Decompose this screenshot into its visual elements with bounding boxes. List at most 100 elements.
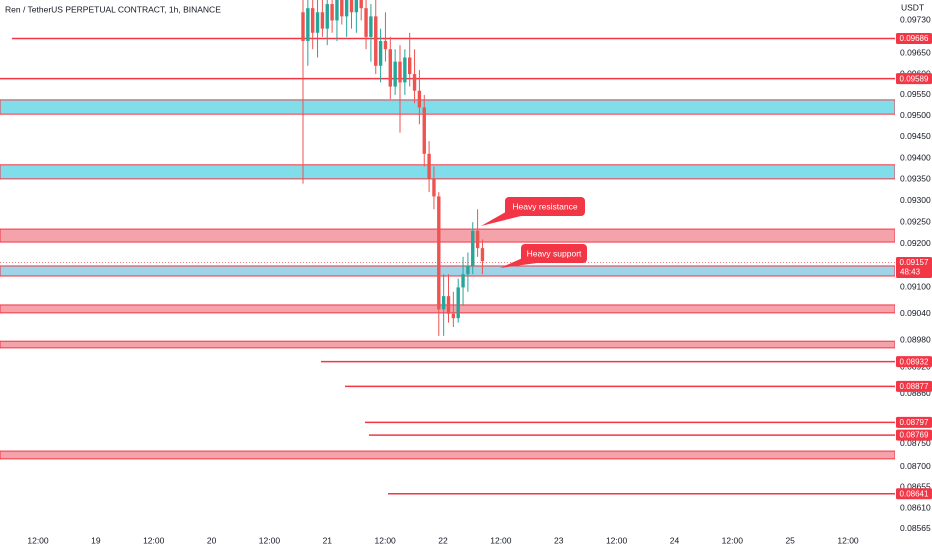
x-tick-label: 24 [670, 535, 680, 545]
annotation-text: Heavy support [527, 248, 582, 258]
candle-body [403, 57, 407, 83]
y-tick-label: 0.09250 [900, 216, 931, 226]
candle-body [325, 4, 329, 29]
candle-body [354, 0, 359, 13]
y-tick-label: 0.09730 [900, 15, 931, 25]
time-axis-bg [0, 531, 895, 550]
candle-body [446, 296, 451, 314]
level-label: 0.08932 [900, 357, 929, 366]
candle-body [417, 90, 422, 108]
zone [0, 99, 895, 115]
candle-body [412, 74, 417, 91]
x-tick-label: 12:00 [143, 535, 165, 545]
x-tick-label: 19 [91, 535, 101, 545]
candle-body [480, 248, 485, 262]
candle-body [451, 313, 456, 319]
x-tick-label: 12:00 [837, 535, 859, 545]
x-tick-label: 12:00 [722, 535, 744, 545]
y-tick-label: 0.08565 [900, 523, 931, 533]
y-tick-label: 0.09300 [900, 195, 931, 205]
x-tick-label: 20 [207, 535, 217, 545]
x-tick-label: 12:00 [259, 535, 281, 545]
candle-body [437, 196, 441, 310]
candle-body [369, 16, 373, 37]
x-tick-label: 12:00 [27, 535, 49, 545]
x-tick-label: 25 [785, 535, 795, 545]
candle-body [471, 230, 475, 266]
countdown-label: 48:43 [900, 268, 921, 277]
y-tick-label: 0.08860 [900, 388, 931, 398]
candle-body [364, 8, 368, 37]
level-label-box [896, 73, 932, 85]
candle-body [344, 0, 349, 17]
candle-body [340, 0, 344, 17]
level-label: 0.09686 [900, 34, 929, 43]
candle-body [388, 49, 392, 87]
level-label-box [896, 380, 932, 392]
x-tick-label: 12:00 [375, 535, 397, 545]
y-tick-label: 0.08980 [900, 335, 931, 345]
x-tick-label: 12:00 [490, 535, 512, 545]
y-tick-label: 0.09350 [900, 174, 931, 184]
candle-body [383, 40, 388, 50]
zone [0, 340, 895, 349]
candle-body [306, 8, 310, 41]
plot-area: Heavy resistance Heavy support [0, 0, 895, 495]
candle-body [456, 287, 460, 319]
candle-body [427, 153, 431, 180]
candle-body [349, 0, 354, 13]
candle-body [475, 230, 480, 249]
candle-body [301, 12, 305, 41]
level-label: 0.08641 [900, 489, 929, 498]
level-label-box [896, 429, 932, 441]
candle-body [315, 12, 320, 33]
level-label-box [896, 488, 932, 500]
candle-body [335, 0, 339, 21]
y-tick-label: 0.09500 [900, 110, 931, 120]
current-price-label: 0.09157 [900, 258, 929, 267]
level-label: 0.09589 [900, 74, 929, 83]
candle-body [330, 4, 334, 21]
candle-body [320, 12, 325, 29]
candle-body [466, 265, 470, 275]
y-tick-label: 0.09400 [900, 152, 931, 162]
zone [0, 265, 895, 277]
candle-body [432, 179, 436, 197]
candle-body [422, 107, 426, 154]
level-label: 0.08797 [900, 418, 929, 427]
candle-body [398, 61, 402, 83]
y-tick-label: 0.09200 [900, 238, 931, 248]
candle-body [461, 274, 465, 288]
candle-body [359, 0, 363, 9]
candle-body [374, 16, 378, 66]
currency-label: USDT [901, 2, 924, 12]
candle-body [393, 61, 397, 87]
candle-body [408, 57, 412, 75]
annotation-box [521, 244, 587, 263]
zone [0, 164, 895, 180]
y-tick-label: 0.09100 [900, 282, 931, 292]
chart-title: Ren / TetherUS PERPETUAL CONTRACT, 1h, B… [5, 4, 221, 14]
y-tick-label: 0.08700 [900, 461, 931, 471]
x-tick-label: 12:00 [606, 535, 628, 545]
x-tick-label: 23 [554, 535, 564, 545]
y-tick-label: 0.08655 [900, 482, 931, 492]
current-price-box [896, 256, 932, 278]
y-tick-label: 0.08750 [900, 438, 931, 448]
annotation-box [505, 197, 585, 216]
level-label-box [896, 416, 932, 428]
y-tick-label: 0.09650 [900, 48, 931, 58]
x-tick-label: 21 [323, 535, 333, 545]
y-tick-label: 0.09550 [900, 89, 931, 99]
candle-body [378, 40, 383, 66]
y-tick-label: 0.09450 [900, 131, 931, 141]
level-label: 0.08769 [900, 431, 929, 440]
level-label: 0.08877 [900, 382, 929, 391]
zone [0, 450, 895, 460]
candle-body [311, 8, 315, 33]
candle-body [441, 296, 446, 310]
y-tick-label: 0.09040 [900, 308, 931, 318]
level-label-box [896, 33, 932, 45]
